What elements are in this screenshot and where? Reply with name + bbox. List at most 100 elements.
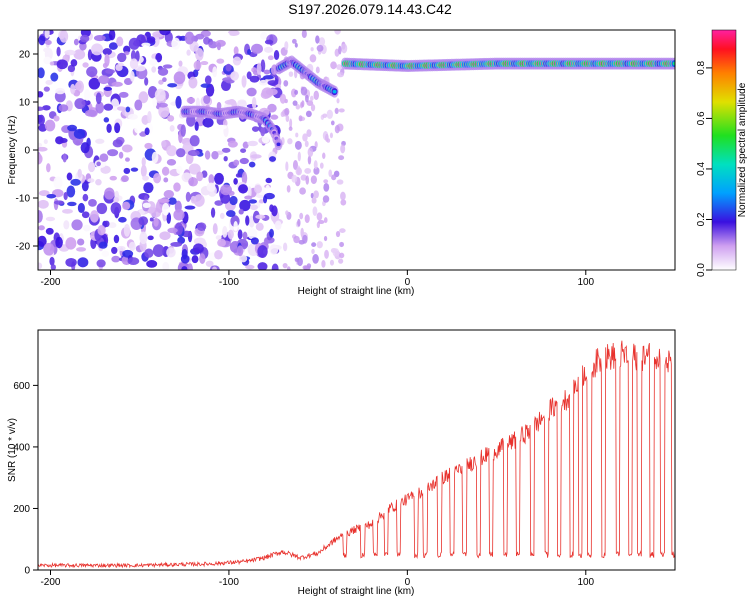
spectrogram-noise-cell bbox=[310, 175, 317, 184]
spectrogram-noise-cell bbox=[305, 110, 312, 118]
spectrogram-noise-cell bbox=[152, 96, 158, 108]
spectrogram-noise-cell bbox=[103, 86, 113, 91]
spectrogram-noise-cell bbox=[246, 71, 252, 80]
spectrogram-noise-cell bbox=[250, 237, 259, 245]
spectrogram-noise-cell bbox=[118, 216, 127, 223]
spectrogram-noise-cell bbox=[295, 132, 299, 138]
spectrogram-noise-cell bbox=[193, 243, 204, 254]
spectrogram-noise-cell bbox=[220, 192, 231, 204]
spectrogram-noise-cell bbox=[224, 99, 236, 105]
spectrogram-noise-cell bbox=[188, 177, 198, 187]
spectrogram-noise-cell bbox=[220, 184, 232, 196]
spectrogram-noise-cell bbox=[123, 167, 131, 174]
spectrogram-noise-cell bbox=[42, 105, 51, 111]
spectrogram-noise-cell bbox=[102, 62, 108, 69]
spectrogram-y-label: Frequency (Hz) bbox=[7, 116, 18, 185]
spectrogram-noise-cell bbox=[58, 104, 69, 112]
spectrogram-noise-cell bbox=[245, 215, 250, 226]
spectrogram-noise-cell bbox=[180, 254, 190, 264]
spectrogram-noise-cell bbox=[173, 209, 185, 221]
spectrogram-noise-cell bbox=[324, 249, 329, 259]
spectrogram-noise-cell bbox=[142, 175, 149, 181]
snr-panel: -200 -100 0 100 0 200 400 600 Height of straig… bbox=[7, 329, 676, 597]
spectrogram-noise-cell bbox=[242, 231, 248, 241]
spectrogram-noise-cell bbox=[89, 210, 99, 223]
spectrogram-noise-cell bbox=[260, 126, 266, 137]
spectrogram-noise-cell bbox=[271, 263, 279, 270]
spectrogram-noise-cell bbox=[38, 114, 45, 126]
spectrogram-noise-cell bbox=[200, 83, 211, 88]
spectrogram-noise-cell bbox=[129, 71, 135, 82]
spectrogram-noise-cell bbox=[202, 117, 214, 128]
spectrogram-noise-cell bbox=[251, 43, 263, 54]
snr-x-label: Height of straight line (km) bbox=[298, 586, 415, 597]
spectrogram-noise-cell bbox=[284, 41, 289, 51]
spectrogram-noise-cell bbox=[323, 217, 328, 224]
spectrogram-noise-cell bbox=[81, 180, 89, 192]
spectrogram-noise-cell bbox=[88, 77, 101, 90]
spectrogram-noise-cell bbox=[107, 149, 119, 157]
spectrogram-noise-cell bbox=[255, 222, 264, 231]
spectrogram-noise-cell bbox=[195, 33, 205, 40]
spectrogram-noise-cell bbox=[184, 205, 196, 210]
spectrogram-noise-cell bbox=[285, 210, 289, 216]
spectrogram-noise-cell bbox=[315, 35, 320, 44]
spectrogram-noise-cell bbox=[45, 227, 54, 235]
spectrogram-noise-cell bbox=[63, 192, 68, 201]
spectrogram-noise-cell bbox=[56, 46, 61, 57]
spectrogram-noise-cell bbox=[291, 174, 298, 183]
spectrogram-noise-cell bbox=[269, 228, 274, 238]
spectrogram-noise-cell bbox=[332, 248, 340, 257]
spectrogram-noise-cell bbox=[186, 97, 196, 104]
spectrogram-noise-cell bbox=[339, 241, 345, 248]
spectrogram-noise-cell bbox=[134, 124, 143, 134]
spectrogram-noise-cell bbox=[279, 93, 287, 104]
spectrogram-noise-cell bbox=[246, 87, 257, 97]
spectrogram-noise-cell bbox=[159, 231, 171, 241]
spectrogram-noise-cell bbox=[236, 100, 248, 108]
spectrogram-noise-cell bbox=[270, 114, 279, 120]
colorbar: 0.0 0.2 0.4 0.6 0.8 Normalized spectral ampl… bbox=[696, 29, 748, 277]
spectrogram-noise-cell bbox=[153, 217, 159, 227]
spectrogram-noise-cell bbox=[121, 175, 129, 182]
colorbar-tick-label: 0.8 bbox=[696, 61, 707, 75]
spectrogram-noise-cell bbox=[123, 223, 131, 237]
spectrogram-noise-cell bbox=[280, 111, 285, 118]
spectrogram-noise-cell bbox=[96, 202, 108, 215]
snr-y-tick-label: 200 bbox=[13, 504, 30, 515]
snr-y-ticks: 0 200 400 600 bbox=[13, 381, 38, 577]
spectrogram-noise-cell bbox=[269, 244, 279, 255]
spectrogram-noise-cell bbox=[297, 218, 301, 227]
colorbar-label: Normalized spectral amplitude bbox=[737, 82, 748, 217]
spectrogram-noise-cell bbox=[178, 60, 183, 67]
spectrogram-noise-cell bbox=[329, 259, 335, 266]
spectrogram-noise-cell bbox=[144, 127, 150, 136]
spectrogram-noise-cell bbox=[339, 252, 345, 259]
spectrogram-noise-cell bbox=[334, 125, 340, 134]
spectrogram-noise-cell bbox=[70, 178, 81, 186]
spectrogram-noise-cell bbox=[189, 41, 199, 52]
spectrogram-noise-cell bbox=[74, 98, 86, 110]
spectrogram-noise-cell bbox=[338, 258, 344, 264]
spectrogram-noise-cell bbox=[227, 140, 238, 148]
spectrogram-noise-cell bbox=[216, 58, 225, 64]
spectrogram-noise-cell bbox=[167, 83, 178, 88]
spectrogram-noise-cell bbox=[267, 55, 274, 61]
spectrogram-noise-cell bbox=[44, 30, 50, 39]
spectrogram-noise-cell bbox=[173, 71, 186, 85]
spectrogram-noise-cell bbox=[188, 76, 198, 89]
spectrogram-noise-cell bbox=[301, 30, 307, 39]
spectrogram-noise-cell bbox=[44, 39, 52, 45]
snr-y-tick-label: 400 bbox=[13, 442, 30, 453]
spectrogram-noise-cell bbox=[292, 38, 297, 44]
spectrogram-noise-cell bbox=[237, 229, 243, 240]
spectrogram-noise-cell bbox=[299, 187, 306, 195]
spectrogram-noise-cell bbox=[173, 182, 181, 192]
spectrogram-noise-cell bbox=[96, 161, 101, 167]
spectrogram-noise-cell bbox=[206, 182, 216, 192]
spectrogram-noise-cell bbox=[167, 227, 178, 234]
spectrogram-noise-cell bbox=[196, 222, 207, 231]
spectrogram-noise-cell bbox=[38, 91, 44, 98]
spectrogram-noise-cell bbox=[258, 199, 265, 204]
